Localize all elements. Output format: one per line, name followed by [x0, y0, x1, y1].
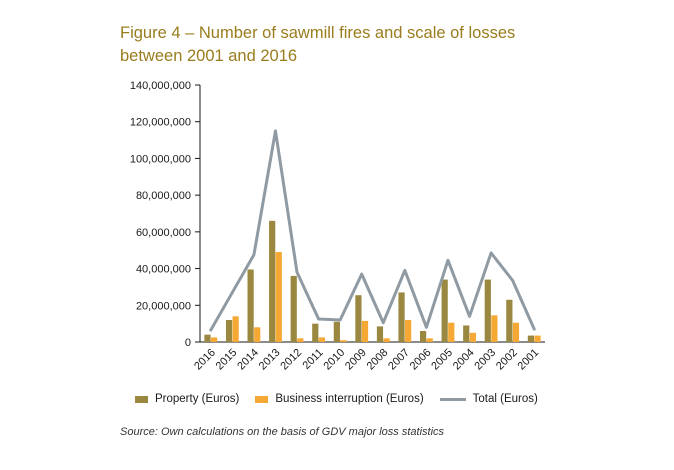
bar-business-interruption — [405, 319, 412, 342]
x-tick-label: 2012 — [278, 347, 304, 373]
bar-property — [269, 220, 276, 342]
source-note: Source: Own calculations on the basis of… — [120, 426, 445, 438]
bar-property — [312, 323, 319, 342]
bar-business-interruption — [448, 322, 455, 342]
bar-property — [441, 279, 448, 342]
legend-swatch-total — [439, 397, 466, 401]
x-tick-label: 2011 — [301, 347, 326, 372]
x-tick-label: 2005 — [429, 347, 455, 373]
bar-business-interruption — [534, 335, 541, 342]
y-axis: 0 20,000,000 40,000,000 60,000,000 80,000,00… — [130, 80, 201, 349]
y-tick-label: 140,000,000 — [130, 80, 191, 92]
total-line — [209, 129, 536, 332]
bar-property — [398, 292, 405, 342]
bar-property — [204, 334, 211, 342]
bar-property — [225, 319, 233, 342]
y-tick-label: 120,000,000 — [130, 117, 191, 129]
bar-business-interruption — [469, 332, 476, 342]
y-tick-label: 0 — [185, 337, 191, 349]
bar-property — [333, 321, 340, 342]
bar-property — [376, 326, 384, 342]
bar-business-interruption — [491, 315, 498, 342]
y-tick-label: 20,000,000 — [136, 300, 191, 312]
x-tick-label: 2004 — [451, 347, 477, 373]
y-tick-label: 60,000,000 — [136, 227, 191, 239]
bar-business-interruption — [297, 338, 304, 342]
legend-label-business: Business interruption (Euros) — [275, 393, 424, 405]
y-tick-label: 40,000,000 — [136, 264, 191, 276]
x-tick-label: 2009 — [343, 347, 369, 373]
legend: Property (Euros) Business interruption (… — [135, 393, 554, 405]
y-tick-label: 80,000,000 — [136, 190, 191, 202]
y-tick-label: 100,000,000 — [130, 153, 191, 165]
x-tick-label: 2013 — [257, 347, 283, 373]
bar-business-interruption — [254, 327, 261, 342]
x-tick-label: 2008 — [365, 347, 391, 373]
bar-property — [420, 330, 427, 342]
bar-business-interruption — [512, 322, 520, 342]
bar-property — [463, 325, 470, 342]
x-tick-label: 2016 — [192, 347, 218, 373]
legend-item-total: Total (Euros) — [439, 393, 538, 405]
bar-business-interruption — [232, 316, 239, 342]
legend-item-business: Business interruption (Euros) — [255, 393, 424, 405]
x-tick-label: 2002 — [494, 347, 520, 373]
legend-swatch-business — [255, 395, 269, 403]
legend-label-property: Property (Euros) — [155, 393, 240, 405]
bar-property — [247, 269, 254, 342]
x-tick-label: 2006 — [408, 347, 434, 373]
bar-property — [506, 299, 513, 342]
x-axis: 2016201520142013201220112010200920082007… — [192, 341, 545, 373]
bar-business-interruption — [210, 337, 218, 342]
x-tick-label: 2003 — [472, 347, 498, 373]
bar-property — [527, 335, 535, 342]
x-tick-label: 2010 — [321, 347, 347, 373]
sawmill-losses-chart: 0 20,000,000 40,000,000 60,000,000 80,000,00… — [130, 80, 545, 373]
bar-property — [355, 295, 362, 342]
bar-business-interruption — [275, 252, 282, 342]
legend-item-property: Property (Euros) — [135, 393, 239, 405]
legend-label-total: Total (Euros) — [472, 393, 538, 405]
x-tick-label: 2014 — [235, 347, 261, 373]
bar-business-interruption — [426, 338, 433, 342]
x-tick-label: 2007 — [386, 347, 412, 373]
x-tick-label: 2015 — [214, 347, 240, 373]
bar-property — [290, 275, 297, 342]
bar-business-interruption — [361, 320, 369, 342]
x-tick-label: 2001 — [516, 347, 542, 373]
bar-business-interruption — [340, 340, 347, 342]
bar-property — [484, 279, 491, 342]
bar-business-interruption — [383, 338, 390, 342]
total-line-group — [209, 129, 536, 332]
bars-group — [204, 220, 541, 342]
figure-title: Figure 4 – Number of sawmill fires and s… — [120, 24, 516, 65]
legend-swatch-property — [135, 395, 148, 403]
bar-business-interruption — [318, 337, 325, 342]
